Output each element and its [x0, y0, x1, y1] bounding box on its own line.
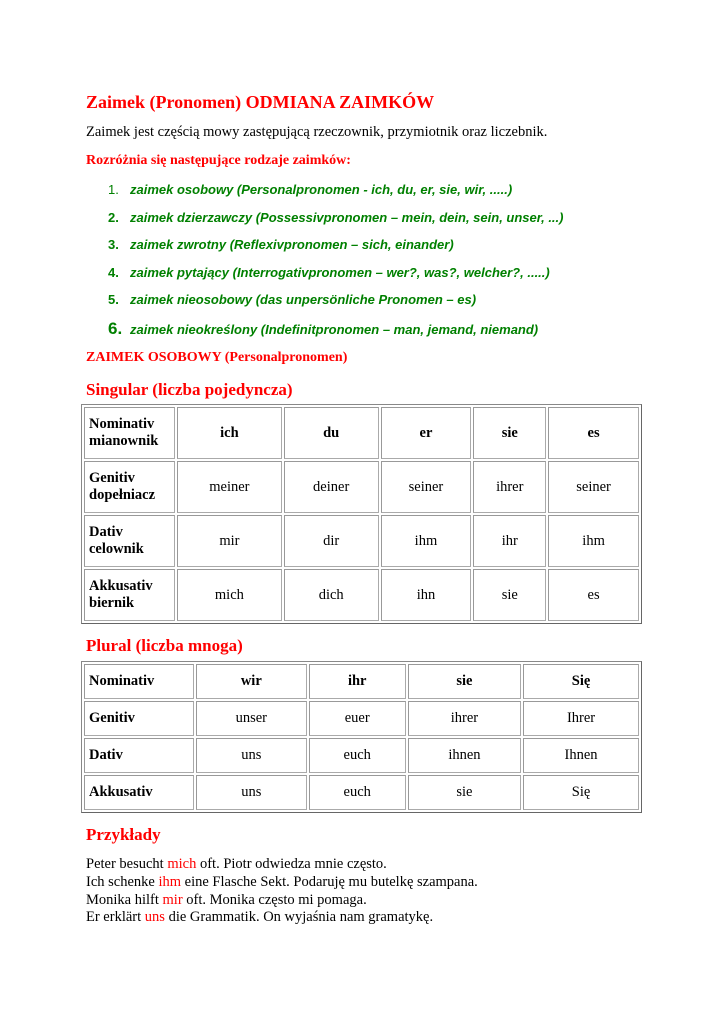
pronoun-cell: dich [283, 569, 379, 621]
pronoun-cell: euer [308, 701, 406, 736]
subheading: Rozróżnia się następujące rodzaje zaimkó… [86, 153, 351, 168]
pronoun-cell: euch [308, 738, 406, 773]
case-label: Nominativ [89, 416, 155, 432]
pronoun-cell: sie [407, 775, 522, 810]
case-label: Genitiv [89, 470, 135, 486]
singular-table: Nominativ mianownik ich du er sie es Genitiv dop… [81, 404, 642, 624]
pronoun-cell: ihr [308, 664, 406, 699]
pronoun-cell: ihm [548, 515, 639, 567]
list-item: 3. zaimek zwrotny (Reflexivpronomen – sic… [108, 237, 454, 252]
pronoun-cell: deiner [283, 461, 379, 513]
case-label-polish: celownik [89, 541, 144, 557]
case-label-polish: mianownik [89, 433, 159, 449]
section-heading: ZAIMEK OSOBOWY (Personalpronomen) [86, 350, 348, 365]
pronoun-cell: mich [177, 569, 282, 621]
case-label: Dativ [89, 524, 123, 540]
pronoun-cell: dir [283, 515, 379, 567]
list-item: 6. zaimek nieokreślony (Indefinitpronomen… [108, 319, 539, 338]
list-item: 5. zaimek nieosobowy (das unpersönliche P… [108, 292, 477, 307]
pronoun-cell: ihrer [407, 701, 522, 736]
pronoun-cell: er [380, 407, 472, 459]
example-sentence: Monika hilft mir oft. Monika często mi p… [86, 892, 367, 908]
case-cell: Nominativ mianownik [84, 407, 175, 459]
pronoun-cell: ihm [380, 515, 472, 567]
intro-paragraph: Zaimek jest częścią mowy zastępującą rze… [86, 124, 548, 140]
pronoun-cell: Się [523, 775, 639, 810]
case-label-polish: biernik [89, 595, 135, 611]
pronoun-cell: mir [177, 515, 282, 567]
example-sentence: Ich schenke ihm eine Flasche Sekt. Podar… [86, 874, 478, 890]
case-cell: Nominativ [84, 664, 194, 699]
pronoun-cell: Ihrer [523, 701, 639, 736]
list-item: 1. zaimek osobowy (Personalpronomen - ich… [108, 182, 513, 197]
case-cell: Akkusativ biernik [84, 569, 175, 621]
pronoun-cell: wir [196, 664, 307, 699]
pronoun-cell: uns [196, 775, 307, 810]
pronoun-cell: ihrer [473, 461, 547, 513]
case-label-polish: dopełniacz [89, 487, 156, 503]
pronoun-cell: ihnen [407, 738, 522, 773]
case-cell: Genitiv dopełniacz [84, 461, 175, 513]
pronoun-cell: seiner [380, 461, 472, 513]
list-item: 4. zaimek pytający (Interrogativpronomen … [108, 265, 550, 280]
pronoun-cell: Się [523, 664, 639, 699]
pronoun-cell: unser [196, 701, 307, 736]
pronoun-cell: seiner [548, 461, 639, 513]
table-row: Akkusativ uns euch sie Się [84, 775, 639, 810]
example-sentence: Er erklärt uns die Grammatik. On wyjaśni… [86, 909, 434, 925]
case-label: Akkusativ [89, 578, 153, 594]
pronoun-cell: meiner [177, 461, 282, 513]
page-title: Zaimek (Pronomen) ODMIANA ZAIMKÓW [86, 92, 435, 112]
table-row: Genitiv unser euer ihrer Ihrer [84, 701, 639, 736]
example-sentence: Peter besucht mich oft. Piotr odwiedza m… [86, 856, 387, 872]
pronoun-cell: ich [177, 407, 282, 459]
table-row: Genitiv dopełniacz meiner deiner seiner ihrer… [84, 461, 639, 513]
plural-heading: Plural (liczba mnoga) [86, 636, 243, 655]
pronoun-cell: uns [196, 738, 307, 773]
table-row: Nominativ mianownik ich du er sie es [84, 407, 639, 459]
pronoun-cell: sie [473, 407, 547, 459]
singular-heading: Singular (liczba pojedyncza) [86, 380, 293, 399]
pronoun-cell: sie [407, 664, 522, 699]
examples-heading: Przykłady [86, 825, 161, 844]
table-row: Akkusativ biernik mich dich ihn sie es [84, 569, 639, 621]
pronoun-cell: euch [308, 775, 406, 810]
pronoun-cell: ihn [380, 569, 472, 621]
table-row: Dativ celownik mir dir ihm ihr ihm [84, 515, 639, 567]
pronoun-cell: du [283, 407, 379, 459]
case-cell: Genitiv [84, 701, 194, 736]
list-item: 2. zaimek dzierzawczy (Possessivpronomen … [108, 210, 564, 225]
pronoun-cell: es [548, 407, 639, 459]
case-cell: Dativ [84, 738, 194, 773]
pronoun-cell: Ihnen [523, 738, 639, 773]
case-cell: Akkusativ [84, 775, 194, 810]
pronoun-cell: ihr [473, 515, 547, 567]
table-row: Dativ uns euch ihnen Ihnen [84, 738, 639, 773]
pronoun-cell: es [548, 569, 639, 621]
plural-table: Nominativ wir ihr sie Się Genitiv unser euer ihr… [81, 661, 642, 813]
table-row: Nominativ wir ihr sie Się [84, 664, 639, 699]
case-cell: Dativ celownik [84, 515, 175, 567]
pronoun-cell: sie [473, 569, 547, 621]
